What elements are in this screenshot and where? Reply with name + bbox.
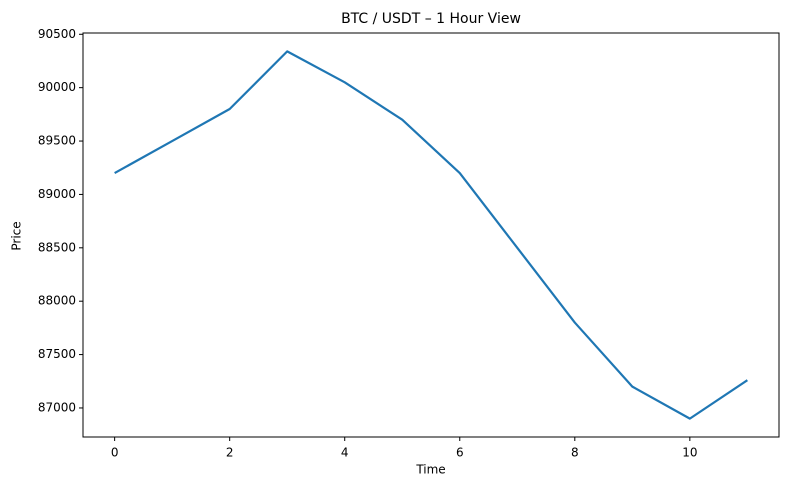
y-tick-label: 88000 bbox=[38, 294, 76, 308]
y-tick-label: 89500 bbox=[38, 134, 76, 148]
x-tick-label: 6 bbox=[456, 446, 464, 460]
y-tick-label: 87500 bbox=[38, 347, 76, 361]
y-tick-label: 87000 bbox=[38, 400, 76, 414]
plot-frame bbox=[82, 32, 780, 438]
x-tick-label: 4 bbox=[341, 446, 349, 460]
y-tick-label: 88500 bbox=[38, 240, 76, 254]
y-tick-label: 90000 bbox=[38, 80, 76, 94]
x-tick-label: 8 bbox=[571, 446, 579, 460]
y-tick-label: 90500 bbox=[38, 27, 76, 41]
line-series bbox=[114, 50, 748, 420]
x-axis-label: Time bbox=[415, 463, 445, 477]
y-tick-label: 89000 bbox=[38, 187, 76, 201]
x-tick-label: 2 bbox=[226, 446, 234, 460]
x-tick-label: 0 bbox=[111, 446, 119, 460]
x-tick-label: 10 bbox=[682, 446, 697, 460]
chart-title: BTC / USDT – 1 Hour View bbox=[341, 11, 521, 27]
y-axis-label: Price bbox=[10, 221, 24, 250]
